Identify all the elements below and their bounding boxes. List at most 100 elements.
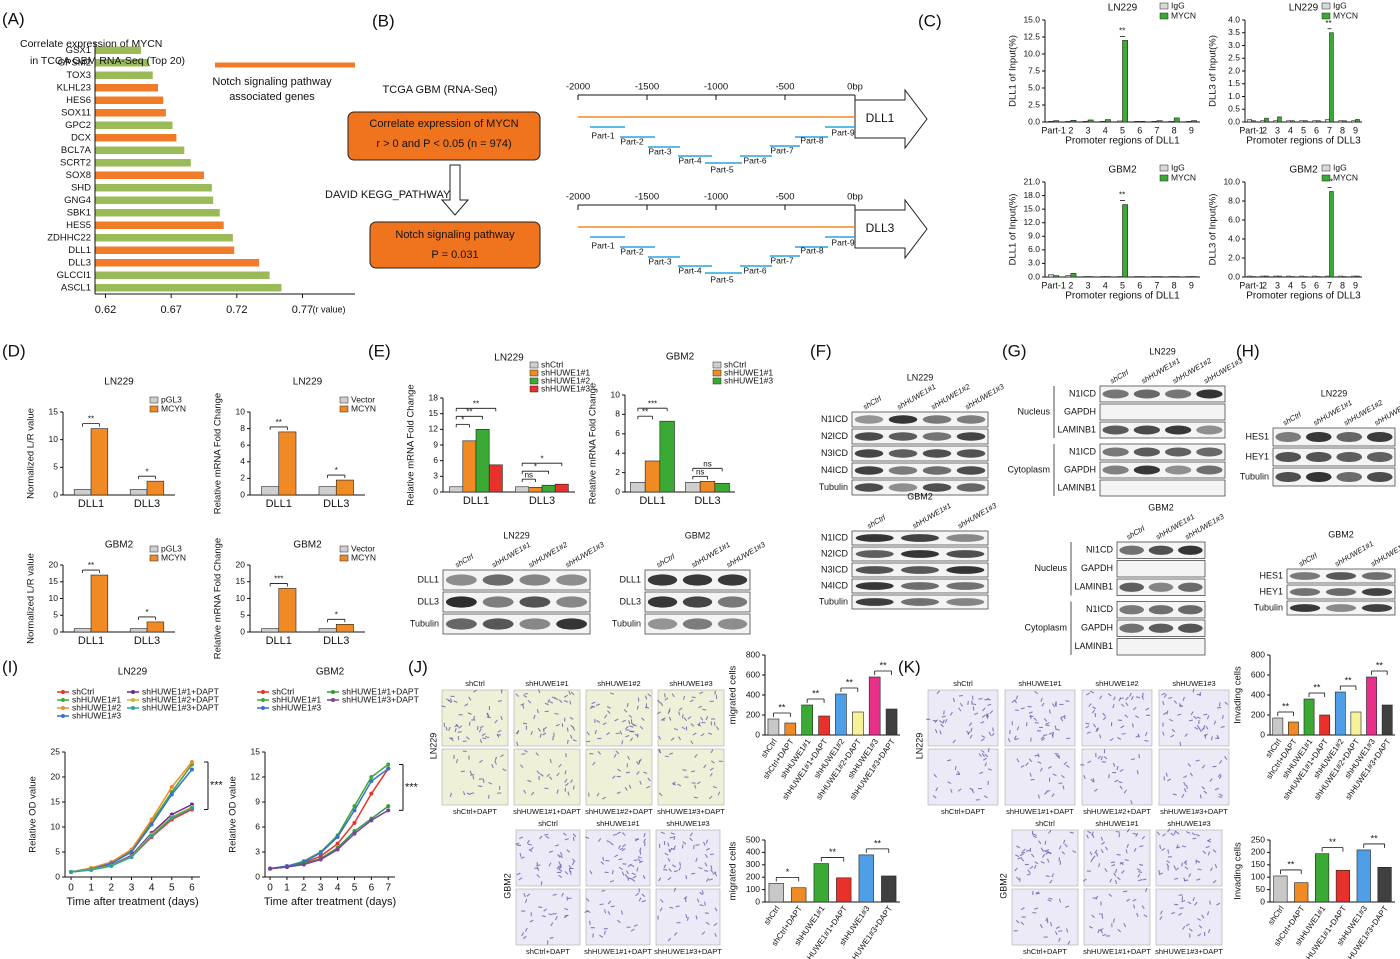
cell bbox=[700, 733, 705, 737]
cell bbox=[549, 700, 554, 704]
cell bbox=[689, 832, 693, 837]
cell bbox=[1019, 853, 1024, 857]
image-bottom-label: shHUWE1#1+DAPT bbox=[584, 947, 652, 956]
cell bbox=[1118, 697, 1122, 702]
cell bbox=[1032, 833, 1037, 837]
cell bbox=[1095, 895, 1099, 900]
cell bbox=[935, 787, 939, 792]
panel-label: (H) bbox=[1236, 341, 1260, 360]
cell bbox=[1196, 860, 1201, 863]
series-line bbox=[269, 809, 389, 870]
category-label: SBK1 bbox=[67, 207, 91, 218]
cell bbox=[691, 696, 696, 699]
cell bbox=[1185, 923, 1190, 927]
significance: *** bbox=[648, 399, 657, 408]
legend-marker bbox=[131, 698, 135, 702]
blot-band bbox=[1289, 588, 1321, 596]
cell bbox=[1104, 846, 1109, 851]
cell bbox=[449, 792, 453, 797]
cell bbox=[1183, 782, 1187, 787]
cell bbox=[570, 724, 575, 729]
cell bbox=[572, 739, 577, 742]
cell bbox=[1048, 709, 1051, 714]
cell bbox=[562, 832, 567, 836]
legend-label: shHUWE1#1 bbox=[72, 694, 121, 704]
blot-band bbox=[556, 596, 588, 608]
bar bbox=[95, 246, 235, 254]
bar bbox=[488, 464, 503, 493]
cell bbox=[545, 835, 550, 839]
cell bbox=[714, 907, 718, 912]
marker bbox=[169, 816, 174, 820]
cell bbox=[558, 763, 562, 768]
cell bbox=[1141, 835, 1146, 840]
row-label: N1ICD bbox=[1086, 604, 1114, 614]
cell bbox=[1116, 876, 1121, 881]
y-axis-label: DLL3 of Input(%) bbox=[1208, 194, 1219, 266]
marker bbox=[268, 866, 273, 871]
cell bbox=[584, 910, 589, 914]
cell bbox=[1043, 734, 1048, 737]
category-label: TOX3 bbox=[66, 70, 91, 81]
blot-band bbox=[1366, 431, 1393, 443]
cell bbox=[462, 791, 466, 796]
significance: ** bbox=[1345, 675, 1353, 685]
cell bbox=[981, 753, 986, 757]
x-tick-label: 6 bbox=[369, 883, 375, 894]
image-column-label: shCtrl bbox=[953, 679, 973, 688]
cell bbox=[633, 924, 638, 927]
blot-band bbox=[482, 618, 514, 630]
cell bbox=[1203, 713, 1208, 716]
cell bbox=[1120, 725, 1125, 729]
legend-label: Vector bbox=[351, 543, 375, 553]
significance: ns bbox=[703, 459, 711, 468]
x-tick-label: 1 bbox=[284, 883, 290, 894]
cell bbox=[522, 935, 527, 940]
cell bbox=[1093, 723, 1097, 728]
y-tick-label: 20 bbox=[236, 559, 246, 569]
y-tick-label: 10 bbox=[49, 593, 59, 603]
bar bbox=[261, 486, 280, 496]
category-label: GNG4 bbox=[64, 195, 91, 206]
cell bbox=[566, 727, 569, 732]
cell bbox=[1196, 724, 1200, 729]
panel-label: (J) bbox=[408, 657, 428, 676]
y-tick-label: 6 bbox=[433, 455, 438, 465]
chart-title: GBM2 bbox=[666, 352, 695, 363]
cell bbox=[447, 699, 452, 703]
significance: ** bbox=[473, 399, 479, 408]
cell bbox=[984, 762, 988, 767]
cell bbox=[1026, 873, 1031, 876]
cell bbox=[455, 758, 459, 764]
y-tick-label: 6 bbox=[255, 821, 260, 831]
row-label: N1ICD bbox=[1069, 388, 1097, 398]
cell bbox=[708, 795, 713, 800]
cell bbox=[1212, 879, 1217, 884]
cell bbox=[1055, 926, 1060, 930]
x-tick-label: 5 bbox=[352, 883, 358, 894]
cell bbox=[643, 771, 648, 774]
track-tick-label: -1000 bbox=[704, 82, 728, 93]
micrograph bbox=[513, 748, 581, 806]
blot-band bbox=[1196, 447, 1223, 457]
cell bbox=[664, 755, 669, 758]
cell bbox=[1121, 732, 1126, 735]
row-label: HEY1 bbox=[1245, 451, 1269, 461]
bar bbox=[1356, 849, 1371, 903]
cell bbox=[494, 719, 498, 724]
cell bbox=[1138, 870, 1143, 874]
cell bbox=[699, 891, 703, 896]
x-tick-label: 0 bbox=[267, 883, 273, 894]
cell bbox=[1040, 697, 1043, 702]
micrograph bbox=[657, 689, 725, 747]
cell bbox=[478, 785, 483, 788]
panel-label: (B) bbox=[372, 11, 395, 30]
marker bbox=[129, 850, 134, 854]
legend-label: MCYN bbox=[161, 403, 186, 413]
cell bbox=[612, 775, 616, 779]
group-label: Nucleus bbox=[1034, 563, 1067, 573]
cell bbox=[967, 731, 971, 735]
cell bbox=[589, 705, 594, 710]
y-tick-label: 21.0 bbox=[1023, 176, 1040, 186]
category-label: DLL3 bbox=[68, 257, 91, 268]
